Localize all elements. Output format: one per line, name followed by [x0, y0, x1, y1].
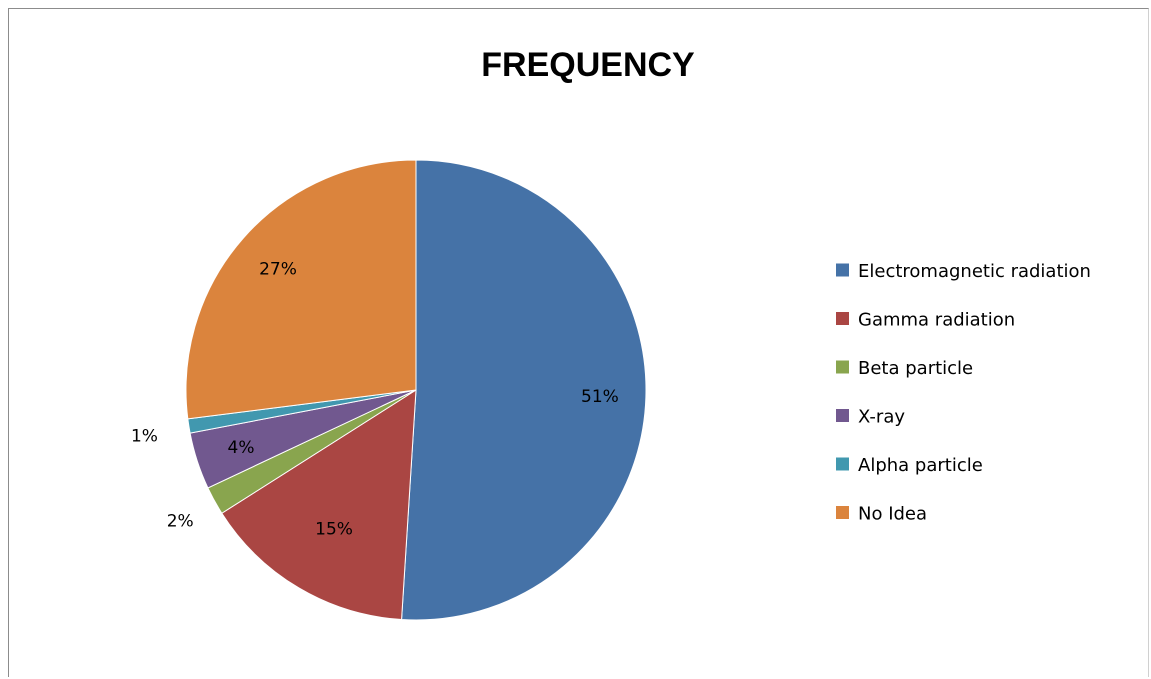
legend-label-no-idea: No Idea [858, 504, 927, 525]
legend-label-x-ray: X-ray [858, 407, 905, 428]
legend-swatch-x-ray [836, 409, 849, 422]
data-label-gamma-radiation: 15% [315, 520, 353, 540]
data-label-electromagnetic-radiation: 51% [581, 387, 619, 407]
chart-title: FREQUENCY [481, 46, 695, 84]
data-labels: 51% 15% 2% 4% 1% 27% [131, 259, 619, 539]
data-label-beta-particle: 2% [167, 511, 194, 531]
data-label-x-ray: 4% [228, 438, 255, 458]
legend-swatch-electromagnetic-radiation [836, 263, 849, 277]
legend-swatch-gamma-radiation [836, 312, 849, 325]
legend-swatch-beta-particle [836, 360, 849, 374]
data-label-no-idea: 27% [259, 259, 297, 279]
legend-label-gamma-radiation: Gamma radiation [858, 310, 1015, 331]
data-label-alpha-particle: 1% [131, 427, 158, 447]
legend-swatch-no-idea [836, 506, 849, 519]
pie-slices [185, 159, 647, 621]
legend: Electromagnetic radiation Gamma radiation… [836, 261, 1091, 525]
legend-label-electromagnetic-radiation: Electromagnetic radiation [858, 261, 1091, 282]
legend-swatch-alpha-particle [836, 457, 849, 471]
pie-slice-no-idea [185, 159, 417, 420]
legend-label-beta-particle: Beta particle [858, 358, 973, 379]
legend-label-alpha-particle: Alpha particle [858, 455, 983, 476]
pie-slice-gamma-radiation [221, 389, 417, 621]
pie-slice-electromagnetic-radiation [401, 159, 647, 621]
